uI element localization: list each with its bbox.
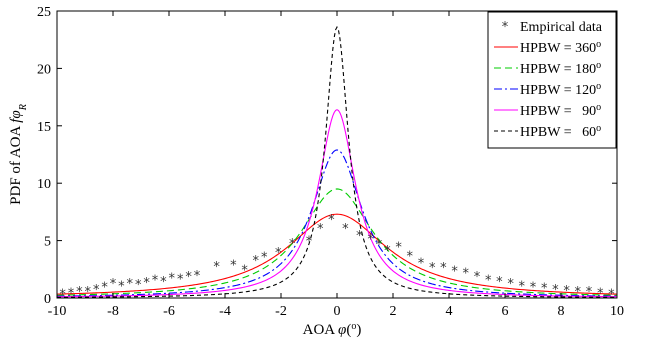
empirical-point: * — [127, 277, 134, 292]
empirical-point: * — [253, 254, 260, 269]
empirical-point: * — [507, 277, 514, 292]
series-line-2 — [56, 188, 618, 296]
empirical-point: * — [575, 285, 582, 300]
empirical-point: * — [384, 244, 391, 259]
empirical-point: * — [541, 282, 548, 297]
empirical-point: * — [135, 278, 142, 293]
empirical-markers: * * * * * * * * * * * * * * * * ** * ** * ** **** * * * * ** * * * * * *… — [59, 213, 615, 303]
empirical-point: * — [289, 237, 296, 252]
legend: * Empirical data HPBW = 360o HPBW = 180o HPB… — [487, 11, 617, 149]
legend-label-2: HPBW = 180o — [520, 60, 601, 78]
empirical-point: * — [76, 285, 83, 300]
y-axis-title: PDF of AOA fφR — [8, 104, 29, 205]
empirical-point: * — [496, 275, 503, 290]
y-tick-label: 15 — [37, 120, 51, 135]
legend-label-1: HPBW = 360o — [520, 39, 601, 57]
legend-box — [487, 11, 617, 149]
x-tick-label: -10 — [48, 304, 67, 319]
empirical-point: * — [367, 232, 374, 247]
empirical-point: * — [395, 240, 402, 255]
empirical-point: * — [485, 274, 492, 289]
legend-label-3: HPBW = 120o — [520, 81, 601, 99]
empirical-point: * — [530, 281, 537, 296]
series-line-5 — [57, 25, 617, 298]
empirical-point: * — [241, 263, 248, 278]
empirical-point: * — [429, 261, 436, 276]
x-tick-label: 6 — [502, 304, 509, 319]
empirical-point: * — [552, 283, 559, 298]
legend-label-4: HPBW = 90o — [520, 102, 601, 120]
legend-label-5: HPBW = 60o — [520, 123, 601, 141]
empirical-point: * — [275, 246, 282, 261]
x-tick-label: 4 — [446, 304, 453, 319]
axis-labels: AOA φ(o) PDF of AOA fφR — [8, 104, 361, 338]
empirical-point: * — [101, 281, 108, 296]
empirical-point: * — [261, 251, 268, 266]
x-tick-label: 8 — [558, 304, 565, 319]
empirical-point: * — [440, 261, 447, 276]
empirical-point: * — [160, 275, 167, 290]
series-line-1 — [56, 213, 618, 295]
empirical-point: * — [376, 238, 383, 253]
empirical-point: * — [169, 271, 176, 286]
empirical-point: * — [85, 285, 92, 300]
empirical-point: * — [586, 285, 593, 300]
x-tick-label: -2 — [275, 304, 287, 319]
empirical-point: * — [68, 286, 75, 301]
empirical-point: * — [110, 277, 117, 292]
empirical-point: * — [608, 287, 615, 302]
y-tick-label: 20 — [37, 62, 51, 77]
empirical-point: * — [177, 272, 184, 287]
empirical-point: * — [342, 222, 349, 237]
series-line-3 — [56, 149, 618, 297]
empirical-point: * — [328, 213, 335, 228]
x-tick-label: 2 — [390, 304, 397, 319]
empirical-point: * — [306, 235, 313, 250]
empirical-point: * — [230, 259, 237, 274]
curves — [56, 25, 618, 298]
x-tick-label: -6 — [163, 304, 175, 319]
empirical-point: * — [451, 264, 458, 279]
empirical-point: * — [93, 283, 100, 298]
x-tick-label: -8 — [107, 304, 119, 319]
legend-label-empirical: Empirical data — [520, 20, 603, 35]
empirical-point: * — [185, 270, 192, 285]
empirical-point: * — [356, 229, 363, 244]
y-tick-label: 5 — [44, 235, 51, 250]
y-tick-label: 10 — [37, 177, 51, 192]
y-tick-label: 0 — [44, 292, 51, 307]
empirical-point: * — [519, 279, 526, 294]
legend-marker-empirical: * — [502, 20, 509, 35]
empirical-point: * — [118, 279, 125, 294]
empirical-point: * — [474, 270, 481, 285]
x-axis-title: AOA φ(o) — [303, 321, 362, 339]
x-tick-label: 10 — [610, 304, 624, 319]
empirical-point: * — [463, 267, 470, 282]
empirical-point: * — [407, 250, 414, 265]
empirical-point: * — [317, 222, 324, 237]
empirical-point: * — [194, 269, 201, 284]
empirical-point: * — [213, 260, 220, 275]
series-line-4 — [56, 109, 618, 298]
x-tick-label: 0 — [334, 304, 341, 319]
empirical-point: * — [563, 284, 570, 299]
empirical-point: * — [143, 276, 150, 291]
empirical-point: * — [597, 286, 604, 301]
empirical-point: * — [59, 287, 66, 302]
empirical-point: * — [418, 256, 425, 271]
axis-ticks: -10 -8 -6 -4 -2 0 2 4 6 8 10 0 5 10 15 20 25 — [37, 5, 624, 319]
y-tick-label: 25 — [37, 5, 51, 20]
empirical-point: * — [152, 274, 159, 289]
x-tick-label: -4 — [219, 304, 231, 319]
